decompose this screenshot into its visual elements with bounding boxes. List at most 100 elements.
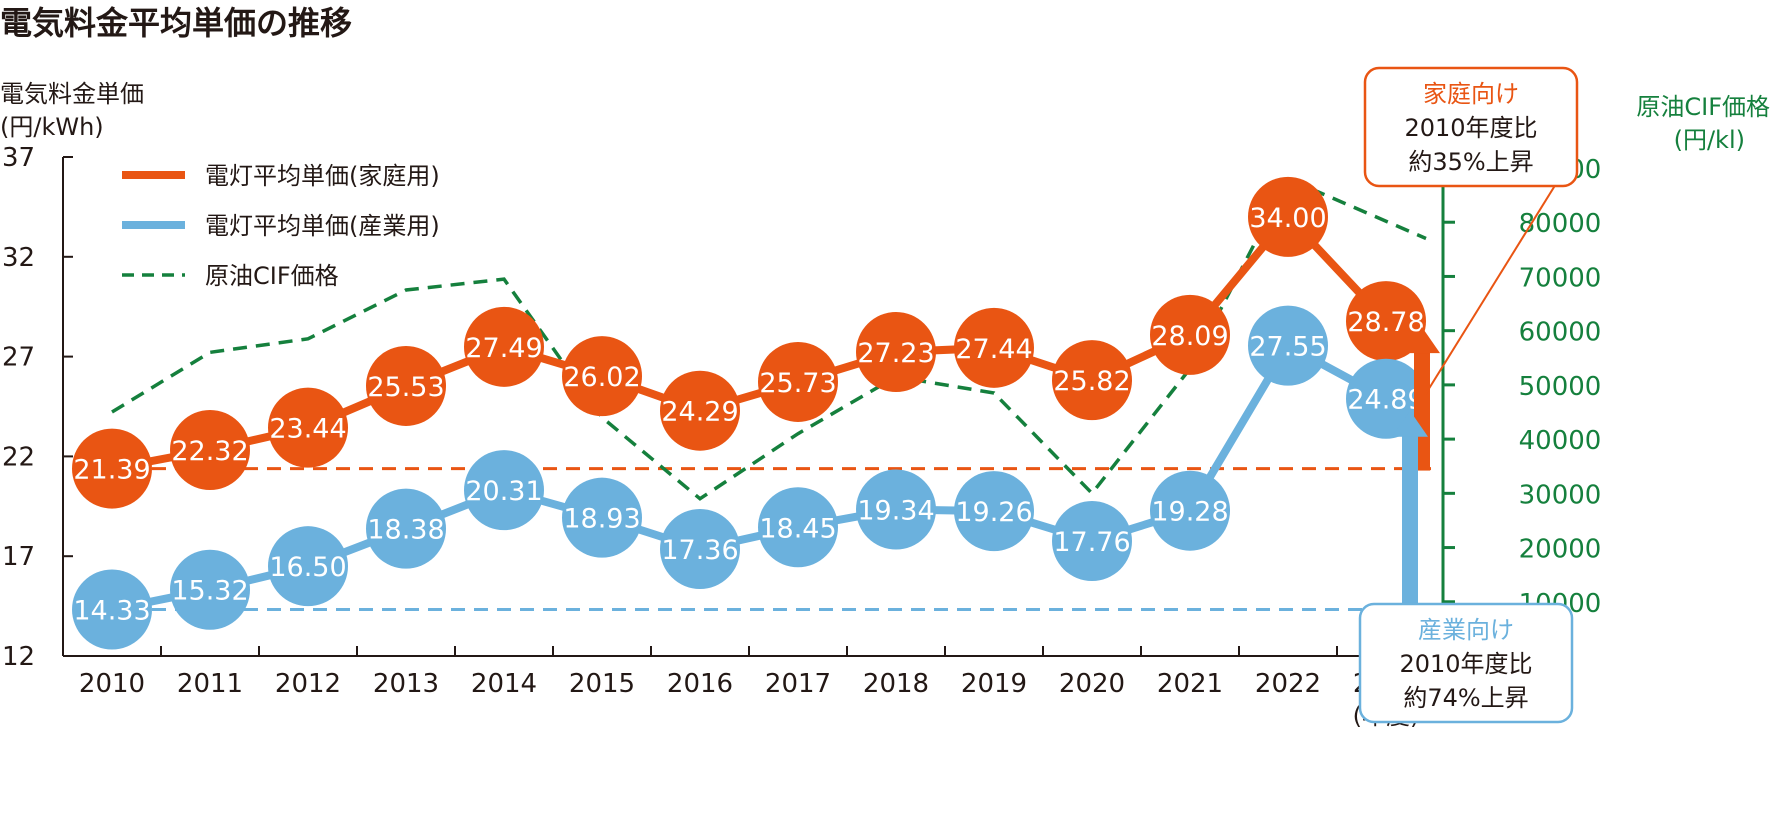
y-right-tick-label: 50000: [1519, 372, 1602, 402]
industry-point: [660, 509, 740, 590]
annotation-box: [1363, 66, 1579, 188]
household-point: [954, 307, 1034, 388]
increase-arrows: [1392, 327, 1440, 612]
y-right-tick-label: 30000: [1519, 480, 1602, 510]
industry-increase-arrow-shaft: [1402, 434, 1418, 612]
annotation-line2: 約35%上昇: [1408, 148, 1533, 176]
y-left-label-line1: 電気料金単価: [0, 80, 144, 108]
industry-point: [1052, 501, 1132, 582]
household-point: [1346, 281, 1426, 362]
industry-point: [464, 450, 544, 531]
x-tick-label: 2021: [1157, 669, 1223, 699]
x-tick-label: 2016: [667, 669, 733, 699]
industry-data-label: 19.26: [955, 497, 1032, 528]
legend-label: 原油CIF価格: [205, 262, 339, 290]
y-right-tick-label: 20000: [1519, 535, 1602, 565]
household-data-label: 27.49: [465, 333, 542, 364]
annotation-line1: 2010年度比: [1399, 650, 1532, 678]
y-right-tick-label: 80000: [1519, 209, 1602, 239]
x-tick-label: 2017: [765, 669, 831, 699]
annotation-title: 産業向け: [1418, 616, 1514, 644]
industry-increase-arrow-head: [1392, 410, 1428, 437]
y-left-tick-label: 27: [2, 343, 35, 373]
industry-point: [1150, 470, 1230, 551]
x-tick-label: 2011: [177, 669, 243, 699]
household-data-label: 22.32: [171, 436, 248, 467]
y-right-label-line2: (円/kl): [1674, 126, 1745, 154]
crude-oil-line: [111, 176, 1427, 501]
annotation-line1: 2010年度比: [1404, 114, 1537, 142]
industry-data-label: 24.89: [1347, 385, 1424, 416]
industry-data-label: 27.55: [1249, 332, 1326, 363]
industry-data-label: 18.38: [367, 515, 444, 546]
annotation-title: 家庭向け: [1423, 80, 1519, 108]
y-left-tick-label: 12: [2, 642, 35, 672]
industry-data-label: 16.50: [269, 552, 346, 583]
household-point: [856, 312, 936, 393]
industry-series: 14.33 15.32 16.50 18.38 20.31 18.93 17.36 18.45…: [72, 305, 1426, 650]
industry-data-label: 17.36: [661, 535, 738, 566]
x-tick-label: 2020: [1059, 669, 1125, 699]
household-point: [366, 345, 446, 426]
industry-data-label: 14.33: [73, 595, 150, 626]
x-tick-label: 2015: [569, 669, 635, 699]
x-tick-label: 2010: [79, 669, 145, 699]
industry-data-label: 19.28: [1151, 497, 1228, 528]
y-right-tick-label: 40000: [1519, 426, 1602, 456]
household-point: [464, 306, 544, 387]
household-point: [660, 370, 740, 451]
legend-label: 電灯平均単価(産業用): [205, 212, 440, 240]
x-tick-label: 2022: [1255, 669, 1321, 699]
household-point: [562, 336, 642, 417]
household-increase-arrow-head: [1404, 327, 1440, 354]
industry-point: [856, 469, 936, 550]
x-tick-label: 2018: [863, 669, 929, 699]
household-data-label: 25.82: [1053, 366, 1130, 397]
household-point: [170, 410, 250, 491]
chart-title: 電気料金平均単価の推移: [0, 4, 352, 42]
y-right-tick-label: 70000: [1519, 263, 1602, 293]
household-data-label: 34.00: [1249, 203, 1326, 234]
household-data-label: 21.39: [73, 455, 150, 486]
household-annotation-connector: [1424, 149, 1578, 396]
x-tick-label: 2019: [961, 669, 1027, 699]
household-point: [1052, 340, 1132, 421]
x-tick-label: 2012: [275, 669, 341, 699]
household-data-label: 24.29: [661, 397, 738, 428]
household-data-label: 26.02: [563, 362, 640, 393]
industry-point: [170, 549, 250, 630]
household-series: 21.39 22.32 23.44 25.53 27.49 26.02 24.29 25.73…: [72, 176, 1426, 509]
reference-lines: [152, 467, 1435, 611]
legend: 電灯平均単価(家庭用) 電灯平均単価(産業用) 原油CIF価格: [122, 162, 440, 290]
y-left-tick-label: 37: [2, 143, 35, 173]
industry-point: [72, 569, 152, 650]
industry-data-label: 20.31: [465, 476, 542, 507]
industry-data-label: 19.34: [857, 495, 934, 526]
y-right-tick-label: 60000: [1519, 318, 1602, 348]
y-left-tick-label: 17: [2, 542, 35, 572]
x-tick-label: 2013: [373, 669, 439, 699]
crude-series: [111, 176, 1427, 501]
industry-data-label: 18.45: [759, 513, 836, 544]
industry-point: [954, 471, 1034, 552]
household-point: [268, 387, 348, 468]
industry-point: [268, 526, 348, 607]
household-point: [72, 428, 152, 509]
y-right-label-line1: 原油CIF価格: [1636, 93, 1770, 121]
industry-point: [1248, 305, 1328, 386]
household-point: [758, 341, 838, 422]
industry-point: [366, 488, 446, 569]
household-data-label: 27.23: [857, 338, 934, 369]
industry-data-label: 15.32: [171, 576, 248, 607]
household-data-label: 25.73: [759, 368, 836, 399]
legend-label: 電灯平均単価(家庭用): [205, 162, 440, 190]
y-left-tick-label: 32: [2, 243, 35, 273]
annotation-box: [1358, 602, 1574, 724]
household-point: [1248, 176, 1328, 257]
household-data-label: 23.44: [269, 414, 346, 445]
household-data-label: 27.44: [955, 334, 1032, 365]
annotation-line2: 約74%上昇: [1403, 684, 1528, 712]
household-data-label: 28.09: [1151, 321, 1228, 352]
